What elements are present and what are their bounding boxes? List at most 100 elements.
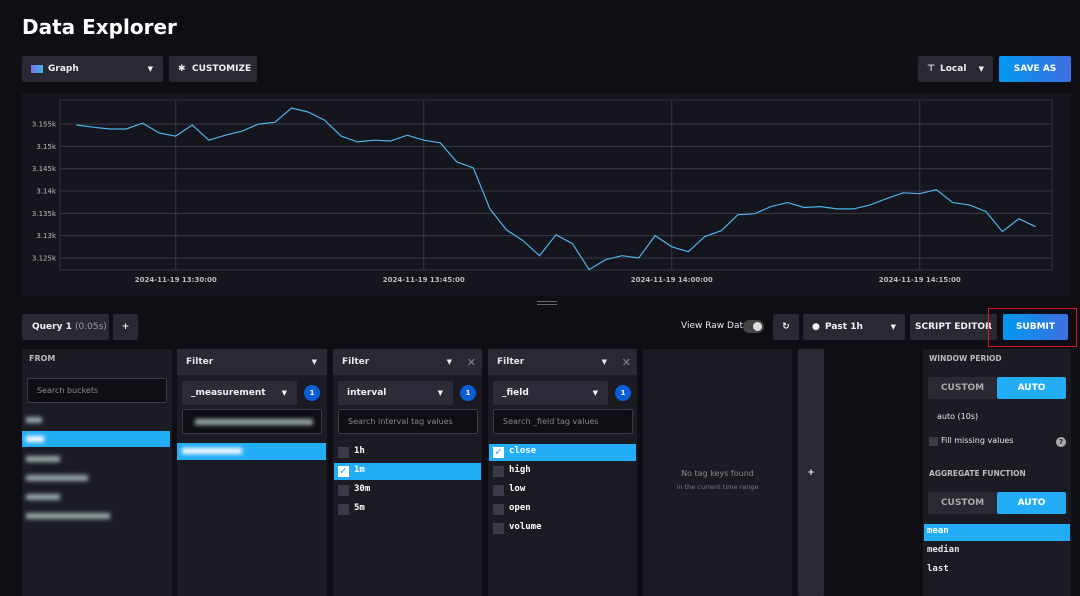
bucket-search-placeholder: Search buckets [37,386,99,395]
checkbox[interactable]: ✓ [493,447,504,458]
highlight-box [988,308,1077,347]
tag-item[interactable]: ✓ 1m [334,463,481,480]
x-tick-label: 2024-11-19 14:00:00 [631,276,713,284]
tag-label: 1m [354,465,365,475]
x-tick-label: 2024-11-19 13:45:00 [383,276,465,284]
submit-button[interactable]: SUBMIT [1003,314,1068,340]
fill-checkbox[interactable] [929,437,938,446]
checkbox[interactable] [493,485,504,496]
empty-panel: No tag keys found in the current time ra… [643,349,792,596]
tag-item[interactable]: 5m [334,501,481,518]
close-icon[interactable]: ✕ [466,355,476,369]
checkbox[interactable] [338,447,349,458]
y-tick-label: 3.155k [32,121,57,129]
y-tick-label: 3.125k [32,254,57,262]
tag-item[interactable]: 30m [334,482,481,499]
tag-search-placeholder: Search interval tag values [348,417,453,426]
tag-item[interactable]: open [489,501,636,518]
tag-label: 1h [354,446,365,456]
script-editor-label: SCRIPT EDITOR [915,322,992,332]
key-dropdown[interactable]: _measurement ▼ [182,381,297,405]
submit-label: SUBMIT [1015,322,1056,332]
timezone-dropdown[interactable]: ⊤ Local ▼ [918,56,993,82]
window-auto[interactable]: AUTO [997,377,1066,399]
aggregate-function[interactable]: median [927,545,960,555]
tag-label: low [509,484,526,494]
aggregate-auto[interactable]: AUTO [997,492,1066,514]
resize-handle[interactable] [537,301,557,305]
bucket-item[interactable] [26,417,42,423]
tag-item[interactable]: ✓ close [489,444,636,461]
bucket-search[interactable]: Search buckets [27,378,167,403]
empty-message: No tag keys found [681,469,754,478]
query-tab[interactable]: Query 1 (0.05s) [22,314,109,340]
add-query-button[interactable]: + [113,314,138,340]
tag-item[interactable]: high [489,463,636,480]
filter-header: Filter ▼ ✕ [333,349,482,375]
x-tick-label: 2024-11-19 14:15:00 [879,276,961,284]
plot-frame [59,99,1053,271]
key-dropdown[interactable]: interval ▼ [338,381,453,405]
bucket-item-selected[interactable] [22,431,170,447]
aggregate-custom[interactable]: CUSTOM [928,492,997,514]
dropdown-caret[interactable]: ▼ [601,358,607,366]
page-title: Data Explorer [22,15,177,39]
window-auto-label: AUTO [1017,383,1046,393]
bucket-item[interactable] [26,456,60,462]
dropdown-caret: ▼ [437,389,443,397]
filter-header: Filter ▼ [177,349,327,375]
bucket-item[interactable] [26,494,60,500]
checkbox[interactable]: ✓ [338,466,349,477]
save-as-button[interactable]: SAVE AS [999,56,1071,82]
view-type: Graph [48,64,79,74]
customize-button[interactable]: ✱ CUSTOMIZE [169,56,257,82]
add-filter-label: + [807,467,815,478]
aggregate-title: AGGREGATE FUNCTION [929,469,1026,478]
checkbox[interactable] [338,504,349,515]
x-tick-label: 2024-11-19 13:30:00 [135,276,217,284]
timezone: Local [940,64,967,74]
aggregate-function[interactable]: last [927,564,949,574]
fill-label: Fill missing values [941,436,1014,445]
dropdown-caret[interactable]: ▼ [311,358,317,366]
checkbox[interactable] [493,523,504,534]
filter-title: Filter [342,357,370,367]
checkbox[interactable] [493,504,504,515]
window-panel: WINDOW PERIOD CUSTOM AUTO auto (10s) Fil… [923,349,1071,596]
measurement-search[interactable] [182,409,322,434]
time-range-dropdown[interactable]: ● Past 1h ▼ [803,314,905,340]
bucket-item[interactable] [26,475,88,481]
dropdown-caret[interactable]: ▼ [446,358,452,366]
key-dropdown[interactable]: _field ▼ [493,381,608,405]
key-label: interval [347,388,387,398]
aggregate-function[interactable]: mean [924,524,1070,541]
script-editor-button[interactable]: SCRIPT EDITOR [910,314,997,340]
checkbox[interactable] [338,485,349,496]
count-badge: 1 [304,385,320,401]
view-type-dropdown[interactable]: Graph ▼ [22,56,163,82]
tag-search[interactable]: Search _field tag values [493,409,633,434]
chart: 3.125k 3.13k 3.135k 3.14k 3.145k 3.15k 3.155k 2… [22,93,1071,296]
from-panel: FROM Search buckets [22,349,172,596]
tag-item[interactable]: volume [489,520,636,537]
window-custom[interactable]: CUSTOM [928,377,997,399]
time-range: Past 1h [825,322,863,332]
customize-label: CUSTOMIZE [192,64,252,74]
help-icon[interactable]: ? [1056,437,1066,447]
tag-label: 30m [354,484,371,494]
close-icon[interactable]: ✕ [621,355,631,369]
tag-item[interactable]: 1h [334,444,481,461]
checkbox[interactable] [493,466,504,477]
measurement-item-selected[interactable] [177,443,326,460]
query-tab-label: Query 1 [32,322,72,332]
key-label: _measurement [191,388,266,398]
y-tick-label: 3.15k [36,143,57,151]
view-raw-toggle[interactable] [743,320,764,333]
tag-search[interactable]: Search interval tag values [338,409,478,434]
dropdown-caret: ▼ [281,389,287,397]
bucket-item[interactable] [26,513,110,519]
tag-item[interactable]: low [489,482,636,499]
add-filter-button[interactable]: + [798,349,824,596]
refresh-button[interactable]: ↻ [773,314,799,340]
filter-title: Filter [186,357,214,367]
